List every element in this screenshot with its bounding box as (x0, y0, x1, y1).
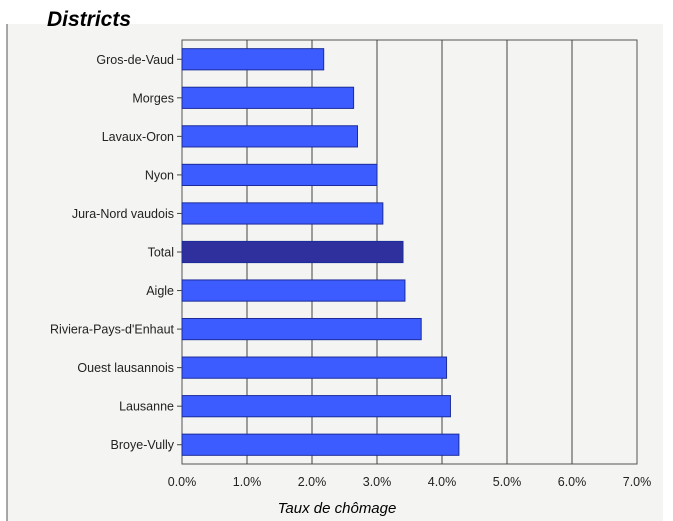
category-label: Ouest lausannois (77, 361, 174, 375)
category-label: Morges (132, 91, 174, 105)
bars (181, 48, 460, 456)
bar (181, 125, 358, 148)
bar (181, 48, 325, 71)
x-tick-label: 7.0% (623, 475, 652, 489)
x-tick-labels: 0.0% 1.0% 2.0% 3.0% 4.0% 5.0% 6.0% 7.0% (168, 475, 652, 489)
category-label: Gros-de-Vaud (96, 53, 174, 67)
category-label: Nyon (145, 168, 174, 182)
plot-area (181, 39, 638, 465)
x-tick-label: 6.0% (558, 475, 587, 489)
x-axis-label: Taux de chômage (278, 500, 397, 517)
x-tick-label: 0.0% (168, 475, 197, 489)
x-tick-label: 5.0% (493, 475, 522, 489)
bar (181, 279, 406, 302)
category-label: Broye-Vully (111, 438, 175, 452)
category-label: Lausanne (119, 400, 174, 414)
bar (181, 356, 448, 379)
bar (181, 86, 355, 109)
bar (181, 163, 378, 187)
x-tick-label: 2.0% (298, 475, 327, 489)
x-tick-label: 1.0% (233, 475, 262, 489)
x-tick-label: 4.0% (428, 475, 457, 489)
category-labels: Gros-de-Vaud Morges Lavaux-Oron Nyon Jura-No… (50, 53, 182, 452)
category-label: Aigle (146, 284, 174, 298)
bar (181, 202, 384, 225)
bar (181, 433, 460, 456)
category-label: Jura-Nord vaudois (72, 207, 174, 221)
category-label: Riviera-Pays-d'Enhaut (50, 323, 174, 337)
bar (181, 317, 422, 341)
chart-title: Districts (47, 8, 131, 31)
bar (181, 240, 404, 264)
category-label: Total (148, 246, 174, 260)
category-label: Lavaux-Oron (102, 130, 174, 144)
bar (181, 395, 451, 418)
x-tick-label: 3.0% (363, 475, 392, 489)
